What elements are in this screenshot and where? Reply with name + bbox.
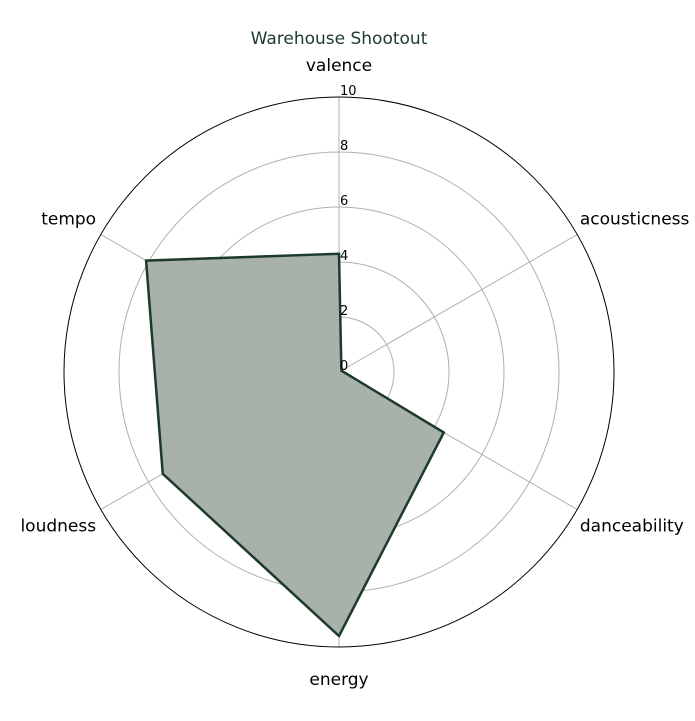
radial-ticks: 0 2 4 6 8 10 bbox=[340, 84, 357, 374]
axis-labels: valence acousticness danceability energy lou… bbox=[20, 56, 689, 690]
radial-tick-label: 10 bbox=[340, 84, 357, 99]
radial-tick-label: 2 bbox=[340, 304, 348, 319]
radial-tick-label: 0 bbox=[340, 359, 348, 374]
radial-tick-label: 4 bbox=[340, 249, 348, 264]
axis-label-loudness: loudness bbox=[20, 517, 96, 537]
axis-label-energy: energy bbox=[309, 670, 368, 690]
outer-ring bbox=[63, 96, 615, 648]
radial-tick-label: 8 bbox=[340, 139, 348, 154]
series-layer bbox=[144, 252, 446, 639]
axis-spoke bbox=[338, 234, 578, 373]
radial-tick-label: 6 bbox=[340, 194, 348, 209]
axis-label-valence: valence bbox=[306, 56, 372, 76]
axis-label-acousticness: acousticness bbox=[580, 210, 690, 230]
series-area bbox=[146, 253, 444, 636]
axis-label-tempo: tempo bbox=[41, 210, 96, 230]
axis-label-danceability: danceability bbox=[580, 517, 684, 537]
chart-title: Warehouse Shootout bbox=[251, 29, 428, 49]
